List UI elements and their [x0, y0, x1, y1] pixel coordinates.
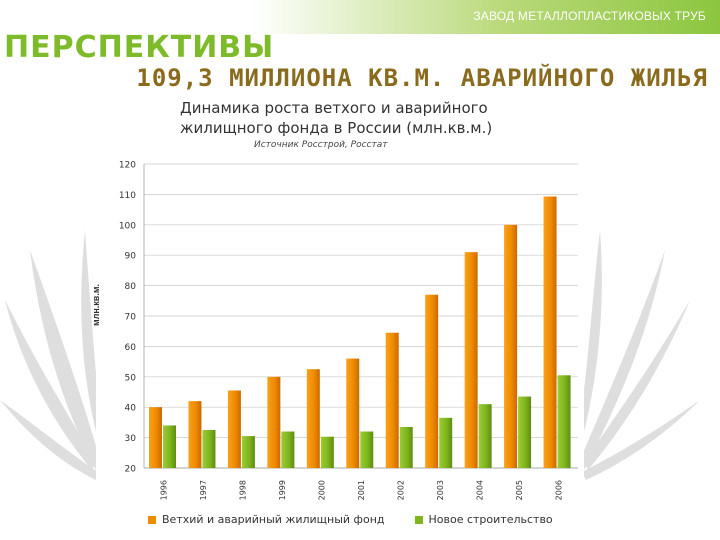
- top-banner: [0, 0, 720, 34]
- x-tick-labels: 1996 1997 1998 1999 2000 2001 2002 2003 2004 2005…: [160, 480, 564, 500]
- bar-old-housing: [227, 390, 241, 468]
- company-name: ЗАВОД МЕТАЛЛОПЛАСТИКОВЫХ ТРУБ: [473, 9, 706, 23]
- section-title: ПЕРСПЕКТИВЫ: [4, 30, 275, 65]
- legend-item-old: Ветхий и аварийный жилищный фонд: [148, 513, 385, 526]
- x-tick-label: 1997: [199, 480, 208, 500]
- legend-swatch-old: [148, 515, 156, 524]
- legend-item-new: Новое строительство: [414, 513, 553, 526]
- x-tick-label: 2001: [357, 480, 366, 500]
- bar-old-housing: [425, 294, 439, 468]
- x-tick-label: 2005: [515, 480, 524, 500]
- bar-old-housing: [306, 369, 320, 468]
- chart-panel: [96, 140, 584, 540]
- x-tick-label: 1998: [239, 480, 248, 500]
- x-tick-label: 1996: [160, 480, 169, 500]
- y-tick-label: 70: [125, 313, 137, 323]
- y-tick-label: 40: [125, 404, 137, 414]
- x-tick-label: 2006: [554, 480, 563, 500]
- legend-label-new: Новое строительство: [428, 513, 553, 526]
- bar-new-construction: [320, 436, 334, 468]
- y-tick-label: 90: [125, 252, 137, 262]
- y-tick-label: 80: [125, 282, 137, 292]
- legend-label-old: Ветхий и аварийный жилищный фонд: [162, 513, 385, 526]
- y-tick-label: 30: [125, 434, 137, 444]
- bar-old-housing: [464, 252, 478, 468]
- x-tick-label: 1999: [278, 480, 287, 500]
- bar-old-housing: [188, 401, 202, 468]
- y-tick-label: 50: [125, 373, 137, 383]
- chart-source: Источник Росстрой, Росстат: [254, 140, 388, 150]
- x-tick-label: 2002: [396, 480, 405, 500]
- bar-new-construction: [202, 430, 216, 468]
- y-tick-label: 100: [119, 221, 136, 231]
- x-tick-label: 2004: [475, 480, 484, 500]
- y-tick-label: 110: [119, 191, 136, 201]
- legend-swatch-new: [414, 515, 423, 524]
- bar-new-construction: [518, 396, 532, 468]
- chart-legend: Ветхий и аварийный жилищный фонд Новое с…: [148, 513, 553, 526]
- bar-old-housing: [149, 407, 162, 468]
- y-tick-label: 20: [125, 465, 137, 475]
- bar-new-construction: [399, 426, 413, 468]
- bar-new-construction: [439, 417, 453, 468]
- bar-new-construction: [478, 404, 492, 468]
- y-tick-labels: 20 30 40 50 60 70 80 90 100 110 120: [119, 161, 136, 475]
- bar-new-construction: [163, 425, 176, 468]
- y-tick-label: 60: [125, 343, 137, 353]
- bar-old-housing: [267, 376, 281, 468]
- bars: [149, 196, 571, 468]
- bar-old-housing: [504, 224, 518, 468]
- bar-new-construction: [281, 431, 295, 468]
- bar-old-housing: [543, 196, 557, 468]
- bar-new-construction: [360, 431, 374, 468]
- y-tick-label: 120: [119, 161, 136, 171]
- x-tick-label: 2003: [436, 480, 445, 500]
- headline: 109,3 МИЛЛИОНА КВ.М. АВАРИЙНОГО ЖИЛЬЯ: [136, 64, 708, 92]
- x-tick-label: 2000: [318, 480, 327, 500]
- bar-new-construction: [241, 436, 255, 468]
- bar-old-housing: [346, 358, 360, 468]
- chart-title: Динамика роста ветхого и аварийного жили…: [180, 99, 493, 137]
- bar-new-construction: [557, 375, 571, 468]
- bar-old-housing: [385, 332, 399, 468]
